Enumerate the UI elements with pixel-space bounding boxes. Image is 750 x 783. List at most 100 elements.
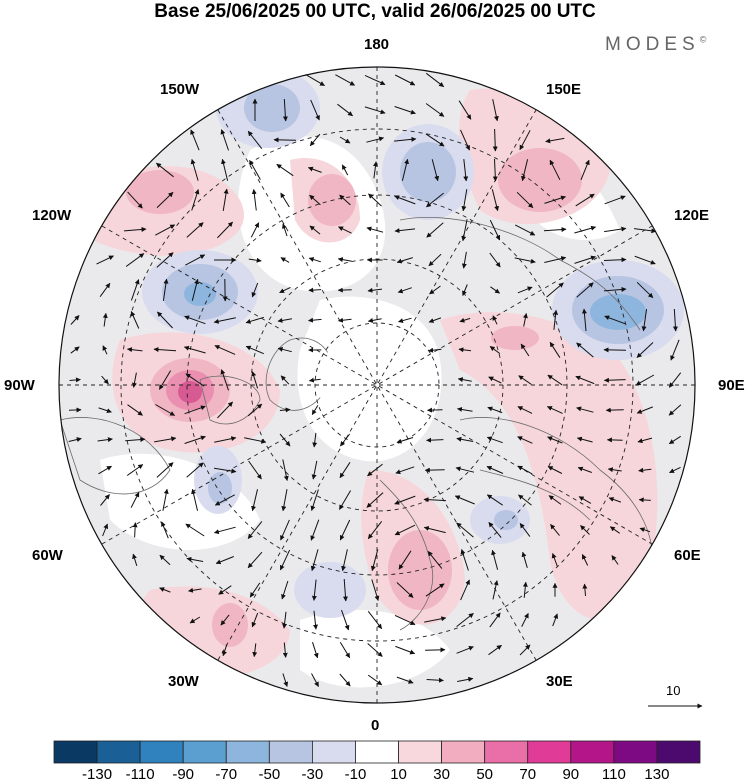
wind-vector: [487, 406, 503, 414]
wind-vector: [313, 610, 318, 630]
wind-vector: [637, 437, 653, 444]
wind-vector: [251, 489, 258, 512]
wind-vector: [220, 369, 229, 391]
wind-vector: [279, 286, 291, 294]
reference-vector-label: 10: [666, 683, 681, 698]
wind-vector: [492, 315, 498, 325]
wind-vector: [308, 257, 321, 263]
positive-anomaly-strong: [126, 170, 194, 214]
wind-vector: [310, 99, 320, 121]
wind-vector: [522, 581, 528, 598]
wind-vector: [157, 311, 173, 329]
colorbar-tick-label: 110: [601, 766, 626, 783]
wind-vector: [486, 436, 503, 444]
wind-vector: [132, 553, 138, 567]
wind-vector: [249, 159, 261, 180]
wind-vector: [188, 587, 202, 593]
wind-vector: [636, 281, 654, 299]
wind-vector: [280, 192, 290, 208]
wind-vector: [520, 343, 530, 357]
positive-anomaly-strong: [388, 530, 452, 610]
wind-vector: [309, 225, 321, 235]
wind-vector: [670, 339, 680, 361]
wind-vector: [250, 222, 260, 238]
wind-vector: [339, 462, 351, 479]
wind-vector: [604, 226, 627, 233]
lon-label-90e: 90E: [718, 377, 745, 394]
wind-vector: [100, 494, 110, 506]
lon-label-60w: 60W: [32, 547, 63, 564]
wind-vector: [398, 550, 412, 570]
wind-vector: [486, 466, 504, 474]
brand-mark: ©: [699, 34, 707, 45]
wind-vector: [394, 74, 416, 86]
wind-vector: [279, 407, 291, 413]
wind-vector: [426, 437, 444, 443]
wind-vector: [463, 159, 469, 182]
wind-vector: [518, 494, 532, 506]
wind-vector: [489, 219, 501, 241]
wind-vector: [217, 401, 233, 419]
wind-vector: [159, 587, 171, 593]
wind-vector: [155, 224, 176, 236]
wind-vector: [366, 136, 385, 143]
wind-vector: [605, 407, 624, 413]
wind-vector: [634, 255, 656, 265]
wind-vector: [458, 100, 472, 120]
wind-vector: [456, 646, 474, 654]
wind-vector: [367, 317, 382, 323]
wind-vector: [457, 676, 474, 682]
wind-vector: [423, 497, 447, 503]
wind-vector: [519, 644, 531, 656]
wind-vector: [310, 549, 319, 572]
wind-vector: [277, 346, 292, 353]
wind-vector: [161, 521, 169, 539]
wind-vector: [214, 345, 236, 355]
wind-vector: [190, 158, 199, 181]
wind-vector: [635, 374, 655, 386]
wind-vector: [247, 403, 263, 417]
wind-vector: [339, 194, 351, 206]
wind-vector: [214, 494, 235, 506]
negative-anomaly-core: [590, 294, 646, 330]
wind-vector: [247, 130, 263, 150]
wind-vector: [550, 524, 560, 536]
wind-vector: [282, 459, 289, 481]
wind-vector: [184, 435, 206, 444]
wind-vector: [220, 614, 230, 626]
wind-vector: [311, 673, 319, 687]
wind-vector: [335, 74, 356, 86]
wind-vector: [186, 222, 204, 238]
wind-vector: [123, 226, 147, 232]
wind-vector: [312, 432, 318, 448]
wind-vector: [222, 644, 228, 657]
wind-vector: [311, 460, 318, 480]
wind-vector: [639, 527, 651, 533]
wind-vector: [190, 129, 200, 151]
wind-vector: [251, 371, 259, 389]
wind-vector: [517, 465, 533, 475]
wind-vector: [549, 341, 561, 358]
wind-vector: [248, 257, 262, 263]
wind-vector: [394, 614, 416, 626]
wind-vector: [280, 519, 290, 541]
wind-vector: [581, 308, 587, 332]
lon-label-120e: 120E: [674, 207, 710, 224]
wind-vector: [514, 224, 536, 236]
wind-vector: [636, 406, 653, 414]
wind-vector: [492, 99, 499, 122]
colorbar-swatch: [613, 740, 658, 764]
chart-title: Base 25/06/2025 00 UTC, valid 26/06/2025…: [154, 1, 596, 22]
wind-vector: [548, 495, 562, 505]
wind-vector: [544, 256, 567, 263]
wind-vector: [305, 73, 325, 87]
wind-vector: [460, 549, 469, 571]
wind-vector: [394, 195, 416, 205]
wind-vector: [423, 526, 446, 534]
wind-vector: [154, 436, 177, 443]
wind-vector: [282, 611, 288, 629]
wind-vector: [427, 407, 443, 413]
wind-vector: [425, 103, 445, 117]
wind-vector: [668, 435, 681, 445]
